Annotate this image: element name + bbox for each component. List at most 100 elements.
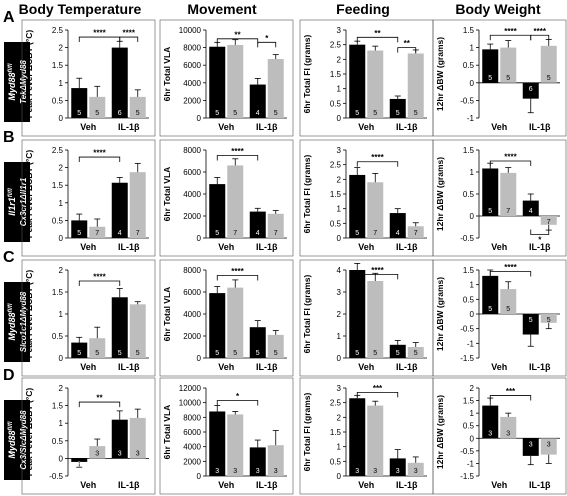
bar	[129, 417, 146, 459]
y-axis-label: 6hr Total VLA	[162, 167, 172, 222]
category-label: Veh	[80, 362, 96, 372]
y-tick-label: 2	[59, 44, 64, 53]
y-tick-label: 0.5	[52, 437, 64, 446]
y-tick-label: -0.5	[460, 96, 474, 105]
y-tick-label: -1.5	[460, 472, 474, 481]
significance-bracket	[78, 280, 121, 286]
n-label: 3	[215, 468, 219, 475]
column-titles: Body Temperature Movement Feeding Body Weig…	[19, 1, 541, 17]
genotype-label-box	[4, 400, 30, 480]
y-tick-label: 1	[470, 168, 475, 177]
n-label: 3	[77, 461, 81, 468]
significance-bracket	[119, 36, 139, 43]
bar	[540, 314, 557, 323]
y-axis-label: 12hr ΔBW (grams)	[435, 277, 445, 351]
bar	[227, 165, 244, 238]
bar	[407, 226, 424, 238]
panels: Peak Fever ΔCBT (°C) 0 0.5 1 1.5 2 2.5 Veh 5 5 IL-…	[21, 19, 567, 495]
significance-label: *	[236, 392, 240, 401]
bar	[500, 172, 517, 216]
y-tick-label: 0.5	[330, 99, 342, 108]
y-tick-label: 2000	[183, 457, 201, 466]
n-label: 7	[414, 230, 418, 237]
y-tick-label: 1.5	[52, 61, 64, 70]
n-label: 6	[529, 86, 533, 93]
y-tick-label: 2	[337, 413, 342, 422]
n-label: 5	[547, 317, 551, 324]
y-tick-label: 1	[337, 332, 342, 341]
n-label: 5	[118, 350, 122, 357]
n-label: 7	[547, 219, 551, 226]
y-tick-label: 2000	[183, 96, 201, 105]
n-label: 5	[77, 110, 81, 117]
bar	[227, 414, 244, 476]
y-tick-label: 2.5	[52, 146, 64, 155]
significance-bracket	[216, 275, 259, 281]
y-tick-label: 2.5	[330, 41, 342, 50]
category-label: Veh	[218, 122, 234, 132]
y-tick-label: 0	[337, 114, 342, 123]
n-label: 5	[414, 350, 418, 357]
bar	[267, 59, 284, 118]
y-tick-label: 0	[197, 472, 202, 481]
genotype-name: Myd88fl/fl	[7, 421, 17, 458]
y-tick-label: -0.5	[460, 447, 474, 456]
panel-border	[432, 377, 567, 495]
n-label: 6	[118, 110, 122, 117]
significance-label: **	[234, 30, 241, 39]
bar	[227, 44, 244, 118]
y-tick-label: 2	[59, 384, 64, 393]
n-label: 3	[136, 450, 140, 457]
significance-bracket	[78, 401, 121, 408]
significance-bracket	[216, 155, 259, 161]
bar	[71, 88, 88, 118]
significance-label: ****	[93, 273, 106, 282]
n-label: 4	[396, 230, 400, 237]
n-label: 5	[215, 110, 219, 117]
bar	[367, 281, 384, 358]
bar	[540, 216, 557, 225]
bar	[367, 182, 384, 238]
y-tick-label: 4000	[183, 443, 201, 452]
bar	[89, 96, 106, 118]
panel-C1: Peak Fever ΔCBT (°C) 0 0.5 1 1.5 2 Veh 5 5 IL-1β 5…	[21, 259, 156, 377]
significance-bracket	[356, 392, 399, 398]
y-axis-label: 6hr Total VLA	[162, 287, 172, 342]
y-tick-label: 1	[59, 419, 64, 428]
n-label: 3	[355, 468, 359, 475]
bar	[349, 174, 366, 238]
n-label: 5	[233, 350, 237, 357]
n-label: 7	[233, 230, 237, 237]
significance-label: ***	[373, 384, 383, 393]
significance-label: **	[96, 394, 103, 403]
n-label: 5	[274, 110, 278, 117]
y-tick-label: -1.5	[460, 354, 474, 363]
significance-label: **	[374, 29, 381, 38]
y-tick-label: 6000	[183, 428, 201, 437]
y-tick-label: 1	[337, 443, 342, 452]
bar	[407, 347, 424, 358]
bar	[129, 96, 146, 118]
significance-bracket	[216, 38, 259, 44]
n-label: 5	[215, 350, 219, 357]
panel-border	[21, 377, 156, 495]
bar	[249, 327, 266, 358]
panel-letter: C	[3, 249, 15, 266]
significance-label: ****	[504, 27, 517, 36]
bar	[407, 53, 424, 118]
y-tick-label: 0	[470, 79, 475, 88]
n-label: 3	[373, 468, 377, 475]
n-label: 3	[414, 468, 418, 475]
y-tick-label: 0	[337, 354, 342, 363]
n-label: 5	[488, 306, 492, 313]
bar	[89, 226, 106, 238]
genotype-label-box	[4, 162, 30, 242]
y-axis-label: 12hr ΔBW (grams)	[435, 157, 445, 231]
y-tick-label: 1	[470, 409, 475, 418]
n-label: 5	[77, 350, 81, 357]
significance-label: **	[404, 39, 411, 48]
category-label: Veh	[80, 122, 96, 132]
y-axis-label: 12hr ΔBW (grams)	[435, 37, 445, 111]
y-tick-label: 10000	[179, 26, 202, 35]
bar	[482, 168, 499, 216]
